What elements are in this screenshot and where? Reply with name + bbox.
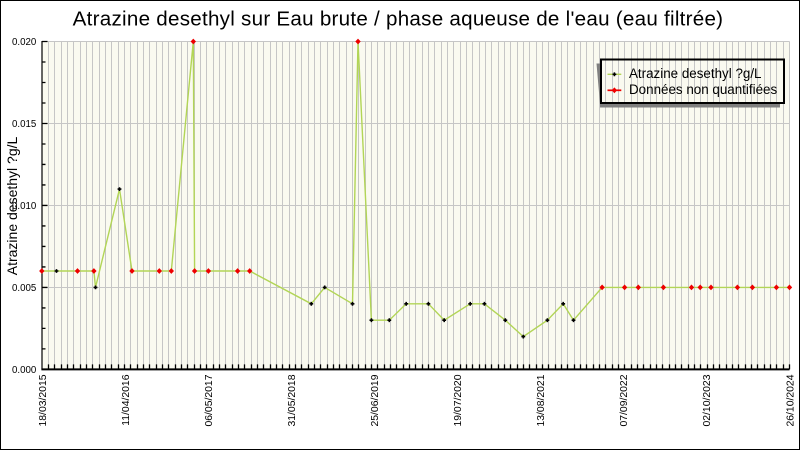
svg-text:Atrazine desethyl sur Eau brut: Atrazine desethyl sur Eau brute / phase …: [73, 8, 724, 31]
svg-text:31/05/2018: 31/05/2018: [287, 374, 298, 426]
svg-text:Atrazine desethyl ?g/L: Atrazine desethyl ?g/L: [629, 66, 762, 81]
svg-text:Données non quantifiées: Données non quantifiées: [629, 82, 777, 97]
svg-text:11/04/2016: 11/04/2016: [121, 374, 132, 425]
svg-text:13/08/2021: 13/08/2021: [536, 374, 547, 426]
svg-text:0.010: 0.010: [12, 201, 37, 212]
svg-text:07/09/2022: 07/09/2022: [619, 374, 630, 426]
svg-text:Atrazine desethyl ?g/L: Atrazine desethyl ?g/L: [4, 137, 20, 276]
svg-text:0.005: 0.005: [12, 283, 36, 294]
svg-text:26/10/2024: 26/10/2024: [785, 374, 796, 426]
svg-text:02/10/2023: 02/10/2023: [702, 374, 713, 426]
svg-text:25/06/2019: 25/06/2019: [370, 374, 381, 426]
svg-text:0.015: 0.015: [12, 119, 36, 130]
svg-text:0.020: 0.020: [12, 37, 37, 48]
svg-text:19/07/2020: 19/07/2020: [453, 374, 464, 426]
svg-text:0.000: 0.000: [12, 365, 37, 376]
svg-text:18/03/2015: 18/03/2015: [38, 374, 49, 426]
svg-text:06/05/2017: 06/05/2017: [204, 374, 215, 426]
